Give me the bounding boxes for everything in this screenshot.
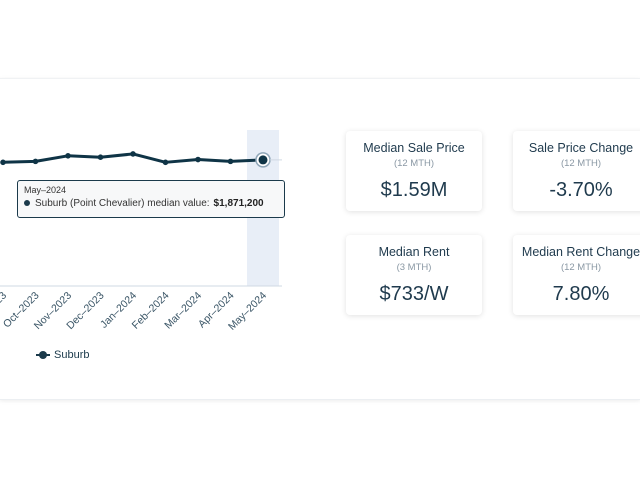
card-median-sale-price: Median Sale Price (12 MTH) $1.59M	[346, 131, 482, 211]
data-point[interactable]	[162, 159, 169, 166]
legend-line-marker-icon	[36, 350, 50, 360]
card-title: Median Rent	[378, 245, 450, 259]
card-value: $733/W	[379, 283, 449, 305]
card-period: (12 MTH)	[560, 262, 602, 273]
data-point[interactable]	[97, 154, 104, 160]
card-period: (3 MTH)	[396, 262, 432, 273]
card-value: $1.59M	[380, 179, 448, 201]
x-tick-label: 23	[0, 290, 9, 307]
tooltip-label: Suburb (Point Chevalier) median value:	[35, 198, 210, 209]
tooltip-series-dot-icon	[24, 200, 30, 207]
card-median-rent: Median Rent (3 MTH) $733/W	[346, 235, 482, 315]
data-point[interactable]	[32, 158, 39, 165]
tooltip-value: $1,871,200	[213, 198, 264, 209]
legend-label: Suburb	[54, 349, 90, 361]
card-title: Sale Price Change	[528, 141, 634, 155]
tooltip-row: Suburb (Point Chevalier) median value: $1…	[24, 198, 278, 209]
card-period: (12 MTH)	[560, 158, 602, 169]
card-title: Median Sale Price	[363, 141, 465, 155]
card-sale-price-change: Sale Price Change (12 MTH) -3.70%	[513, 131, 640, 211]
chart-legend[interactable]: Suburb	[36, 349, 89, 361]
card-period: (12 MTH)	[393, 158, 435, 169]
data-point[interactable]	[195, 156, 201, 163]
data-point[interactable]	[130, 151, 136, 157]
data-point[interactable]	[65, 153, 71, 159]
series-points	[0, 151, 282, 168]
tooltip-date: May–2024	[24, 185, 67, 195]
x-tick-labels: 23Oct–2023Nov–2023Dec–2023Jan–2024Feb–20…	[0, 290, 269, 333]
card-value: -3.70%	[549, 179, 613, 201]
data-point[interactable]	[258, 155, 268, 165]
chart-tooltip: May–2024 Suburb (Point Chevalier) median…	[17, 180, 285, 218]
data-point[interactable]	[0, 159, 6, 166]
data-point[interactable]	[227, 158, 234, 165]
card-median-rent-change: Median Rent Change (12 MTH) 7.80%	[513, 235, 640, 315]
card-title: Median Rent Change	[521, 245, 640, 259]
card-value: 7.80%	[552, 283, 610, 305]
